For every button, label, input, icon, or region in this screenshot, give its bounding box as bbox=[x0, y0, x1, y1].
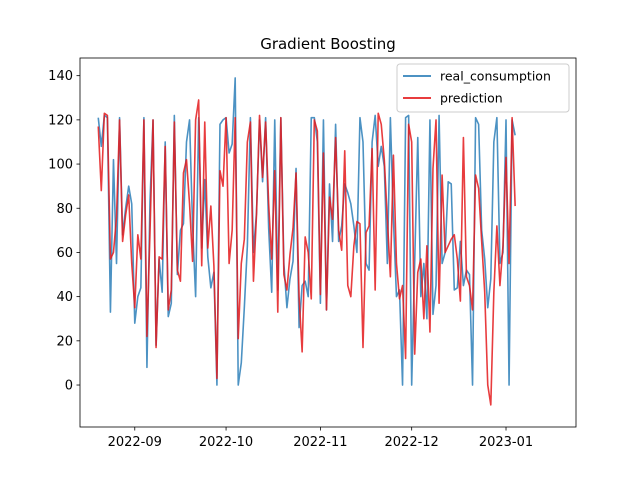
y-tick-label: 0 bbox=[65, 379, 73, 394]
y-tick-label: 80 bbox=[56, 202, 73, 217]
y-tick-label: 40 bbox=[56, 290, 73, 305]
y-tick-label: 60 bbox=[56, 246, 73, 261]
series-layer bbox=[97, 77, 516, 406]
y-tick-label: 100 bbox=[48, 158, 73, 173]
y-axis: 0 20 40 60 80 100 120 140 bbox=[48, 69, 80, 394]
legend-box bbox=[396, 63, 570, 113]
plot-area bbox=[97, 77, 516, 406]
x-axis: 2022-09 2022-10 2022-11 2022-12 2023-01 bbox=[108, 427, 533, 450]
y-tick-label: 140 bbox=[48, 69, 73, 84]
legend-label-real-consumption: real_consumption bbox=[440, 69, 551, 84]
series-line-prediction bbox=[97, 99, 516, 406]
chart-title: Gradient Boosting bbox=[260, 35, 396, 53]
x-tick-label: 2023-01 bbox=[479, 435, 533, 450]
y-tick-label: 120 bbox=[48, 113, 73, 128]
x-tick-label: 2022-12 bbox=[385, 435, 439, 450]
y-tick-label: 20 bbox=[56, 334, 73, 349]
x-tick-label: 2022-09 bbox=[108, 435, 162, 450]
legend-label-prediction: prediction bbox=[440, 91, 503, 106]
axes-frame bbox=[79, 57, 577, 428]
x-tick-label: 2022-11 bbox=[293, 435, 347, 450]
x-tick-label: 2022-10 bbox=[199, 435, 253, 450]
legend: real_consumption prediction bbox=[396, 63, 570, 113]
